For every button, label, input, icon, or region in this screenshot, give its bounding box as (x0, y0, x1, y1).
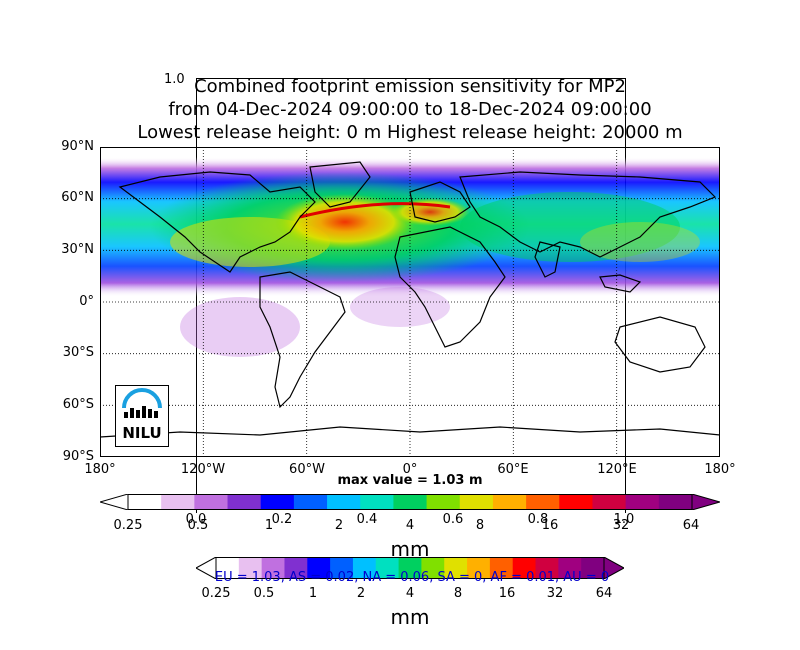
nilu-logo-text: NILU (122, 424, 162, 442)
lat-label-90n: 90°N (61, 139, 94, 154)
cb-main-swatch (393, 494, 428, 510)
lon-label-180e: 180° (704, 462, 736, 477)
cb-main-swatch (293, 494, 328, 510)
cb-sec-swatch (330, 557, 354, 579)
cb-sec-swatch (307, 557, 331, 579)
cb-main-under-arrow (100, 494, 129, 510)
cb-sec-swatch (581, 557, 605, 579)
cb-sec-swatch (421, 557, 445, 579)
title-line-1: Combined footprint emission sensitivity … (194, 76, 626, 97)
cb-main-swatch (492, 494, 527, 510)
cb-main-swatch (227, 494, 262, 510)
cb-main-tick-6: 16 (541, 518, 559, 533)
cb-sec-swatch (375, 557, 400, 579)
cb-sec-swatch (535, 557, 559, 579)
cb-sec-unit: mm (390, 605, 430, 629)
cb-sec-swatch (512, 557, 537, 579)
cb-sec-tick-2: 1 (308, 586, 318, 601)
cb-main-swatch (526, 494, 560, 510)
cb-main-tick-4: 4 (405, 518, 415, 533)
cb-sec-swatch (261, 557, 285, 579)
cb-main-swatch (625, 494, 660, 510)
cb-sec-swatch (352, 557, 377, 579)
cb-sec-tick-6: 16 (498, 586, 516, 601)
nilu-logo-icon (122, 388, 162, 418)
lon-label-60e: 60°E (497, 462, 529, 477)
world-map (100, 147, 720, 457)
graticule (100, 147, 720, 457)
cb-main-tick-2: 1 (264, 518, 274, 533)
cb-main-swatch (426, 494, 461, 510)
cb-main-tick-5: 8 (475, 518, 485, 533)
cb-main-swatch (658, 494, 693, 510)
cb-main-tick-3: 2 (334, 518, 344, 533)
lat-label-90s: 90°S (62, 449, 94, 464)
cb-sec-swatch (558, 557, 582, 579)
lon-label-120e: 120°E (597, 462, 637, 477)
cb-main-swatch (592, 494, 627, 510)
cb-main-over-arrow (691, 494, 720, 510)
max-value-text: max value = 1.03 m (337, 473, 483, 488)
lat-label-0: 0° (79, 294, 94, 309)
lat-label-30s: 30°S (62, 345, 94, 360)
cb-main-swatch (260, 494, 295, 510)
cb-sec-swatch (489, 557, 514, 579)
cb-sec-tick-0: 0.25 (201, 586, 231, 601)
cb-main-tick-0: 0.25 (113, 518, 143, 533)
cb-sec-tick-8: 64 (595, 586, 613, 601)
cb-sec-swatch (398, 557, 422, 579)
lat-label-60s: 60°S (62, 397, 94, 412)
cb-main-tick-7: 32 (612, 518, 630, 533)
cb-sec-swatch (216, 557, 240, 579)
cb-sec-swatch (284, 557, 308, 579)
colorbar-secondary (196, 557, 624, 579)
cb-main-swatch (161, 494, 195, 510)
cb-sec-tick-5: 8 (453, 586, 463, 601)
cb-main-swatch (327, 494, 361, 510)
ghost-axis-top-label: 1.0 (164, 72, 185, 87)
lat-label-60n: 60°N (61, 190, 94, 205)
ghost-tick-1: 0.2 (271, 512, 293, 527)
lon-label-120w: 120°W (180, 462, 226, 477)
cb-sec-swatch (238, 557, 263, 579)
cb-sec-tick-1: 0.5 (253, 586, 275, 601)
cb-main-tick-1: 0.5 (187, 518, 209, 533)
cb-sec-tick-7: 32 (546, 586, 564, 601)
ghost-tick-2: 0.4 (356, 512, 378, 527)
cb-main-tick-8: 64 (682, 518, 700, 533)
ghost-tick-3: 0.6 (442, 512, 464, 527)
nilu-logo: NILU (115, 385, 169, 447)
cb-sec-swatch (467, 557, 491, 579)
ghost-tick-4: 0.8 (527, 512, 549, 527)
title-line-2: from 04-Dec-2024 09:00:00 to 18-Dec-2024… (168, 99, 652, 120)
lat-label-30n: 30°N (61, 242, 94, 257)
cb-main-border (127, 494, 693, 510)
cb-main-swatch (459, 494, 494, 510)
region-values-text: EU = 1.03, AS = 0.02, NA = 0.06, SA = 0,… (214, 570, 610, 585)
ghost-tick-5: 1.0 (613, 512, 635, 527)
cb-sec-tick-3: 2 (356, 586, 366, 601)
lon-label-180w: 180° (84, 462, 116, 477)
cb-main-swatch (360, 494, 394, 510)
cb-main-swatch (559, 494, 593, 510)
ghost-tick-0: 0.0 (185, 512, 207, 527)
cb-sec-tick-4: 4 (405, 586, 415, 601)
cb-sec-border (215, 557, 605, 579)
title-line-3: Lowest release height: 0 m Highest relea… (137, 122, 683, 143)
colorbar-main (100, 494, 720, 510)
lon-label-60w: 60°W (289, 462, 325, 477)
cb-main-swatch (128, 494, 162, 510)
coastlines (100, 161, 720, 438)
cb-sec-swatch (444, 557, 468, 579)
lon-label-0: 0° (402, 462, 418, 477)
cb-main-swatch (194, 494, 229, 510)
